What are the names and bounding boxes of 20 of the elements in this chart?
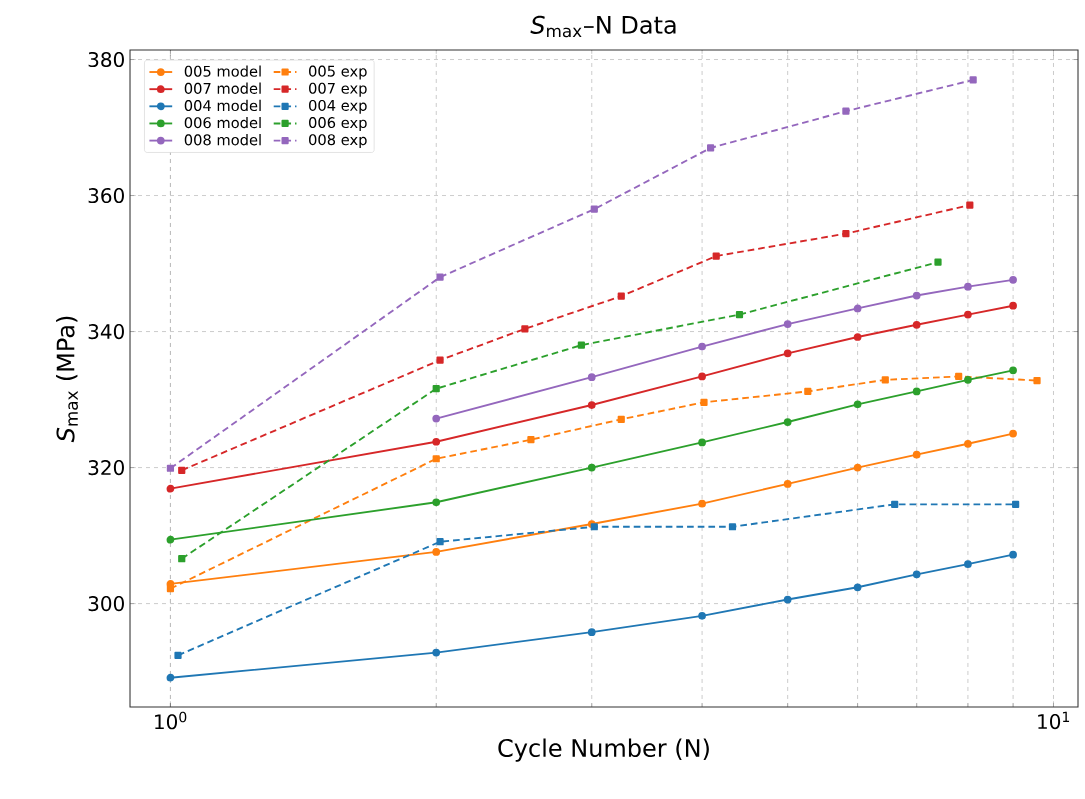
x-tick-label: 10$^{0}$ xyxy=(155,711,187,730)
y-axis-title: S$_{max}$ (MPa) xyxy=(56,316,78,443)
legend-label: 004 model xyxy=(184,99,261,112)
chart-title: S$_{max}$–N Data xyxy=(530,15,676,38)
y-tick-label: 360 xyxy=(88,187,124,204)
legend-label: 006 exp xyxy=(309,117,367,131)
legend-label: 006 model xyxy=(184,116,261,129)
x-axis-title: Cycle Number (N) xyxy=(498,738,709,762)
legend-label: 007 model xyxy=(184,82,261,94)
legend-label: 004 exp xyxy=(309,99,367,114)
legend-label: 008 model xyxy=(184,134,261,146)
y-tick-label: 320 xyxy=(88,460,124,476)
legend-label: 005 model xyxy=(184,65,261,77)
x-tick-label: 10$^{1}$ xyxy=(1038,711,1070,730)
y-tick-label: 300 xyxy=(88,596,124,612)
legend-label: 008 exp xyxy=(309,134,367,149)
legend-label: 007 exp xyxy=(309,82,367,97)
y-tick-label: 340 xyxy=(88,324,124,340)
legend-label: 005 exp xyxy=(309,65,367,80)
y-tick-label: 380 xyxy=(88,51,124,68)
